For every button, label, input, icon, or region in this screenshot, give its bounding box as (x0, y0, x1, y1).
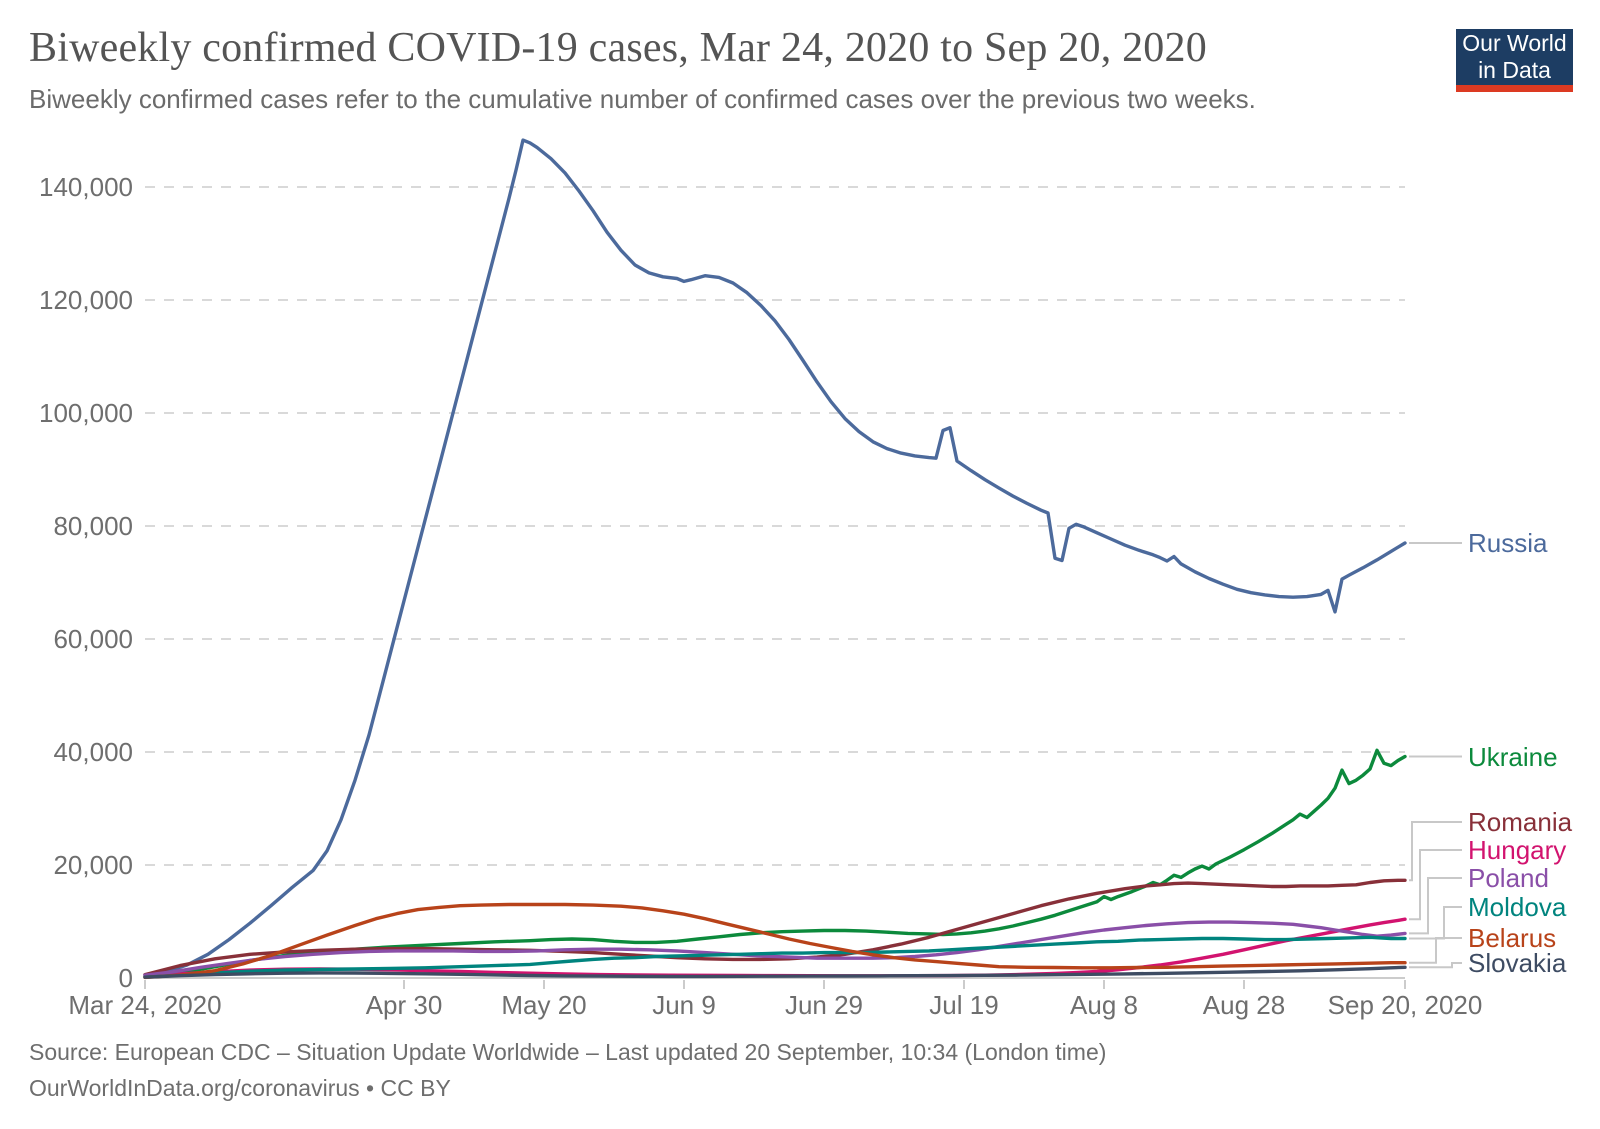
y-axis-tick-label: 0 (118, 963, 133, 993)
series-line-slovakia[interactable] (143, 965, 1407, 979)
license-note: OurWorldInData.org/coronavirus • CC BY (29, 1075, 451, 1101)
legend-connector (1409, 877, 1462, 935)
legend-connector (1409, 962, 1462, 969)
legend-label-slovakia[interactable]: Slovakia (1468, 948, 1567, 978)
y-axis-tick-label: 20,000 (53, 850, 133, 880)
y-axis-tick-label: 40,000 (53, 737, 133, 767)
x-axis-tick-label: Jun 9 (652, 990, 716, 1020)
source-note: Source: European CDC – Situation Update … (29, 1039, 1107, 1065)
legend-label-ukraine[interactable]: Ukraine (1468, 741, 1558, 772)
x-axis-tick-label: Aug 28 (1202, 990, 1286, 1020)
series-line-belarus[interactable] (143, 902, 1407, 980)
series-line-russia[interactable] (143, 138, 1407, 977)
legend-label-hungary[interactable]: Hungary (1468, 835, 1567, 865)
chart-subtitle: Biweekly confirmed cases refer to the cu… (29, 84, 1256, 114)
legend-connector (1409, 821, 1462, 882)
x-axis-tick-label: Jun 29 (784, 990, 864, 1020)
owid-logo-line2: in Data (1478, 57, 1551, 83)
x-axis-tick-label: May 20 (501, 990, 587, 1020)
owid-logo[interactable]: Our World in Data (1456, 29, 1573, 92)
x-axis-tick-label: Apr 30 (365, 990, 443, 1020)
legend-label-russia[interactable]: Russia (1468, 527, 1548, 558)
x-axis-tick-label: Jul 19 (929, 990, 999, 1020)
y-axis-tick-label: 140,000 (39, 172, 133, 202)
legend-connector (1409, 849, 1462, 921)
y-axis-tick-label: 80,000 (53, 511, 133, 541)
y-axis-tick-label: 120,000 (39, 285, 133, 315)
y-axis-tick-label: 60,000 (53, 624, 133, 654)
x-axis-tick-label: Mar 24, 2020 (68, 990, 222, 1020)
legend-connector (1409, 906, 1462, 940)
series-line-ukraine[interactable] (143, 748, 1407, 979)
x-axis-tick-label: Aug 8 (1070, 990, 1138, 1020)
legend-label-moldova[interactable]: Moldova (1468, 892, 1567, 922)
legend-connector (1409, 937, 1462, 964)
y-axis-tick-label: 100,000 (39, 398, 133, 428)
legend-label-poland[interactable]: Poland (1468, 863, 1549, 893)
owid-logo-line1: Our World (1462, 30, 1567, 56)
legend-label-romania[interactable]: Romania (1468, 807, 1573, 837)
x-axis-tick-label: Sep 20, 2020 (1327, 990, 1483, 1020)
legend-label-belarus[interactable]: Belarus (1468, 923, 1557, 953)
chart-title: Biweekly confirmed COVID-19 cases, Mar 2… (29, 25, 1207, 71)
series-line-romania[interactable] (143, 878, 1407, 977)
